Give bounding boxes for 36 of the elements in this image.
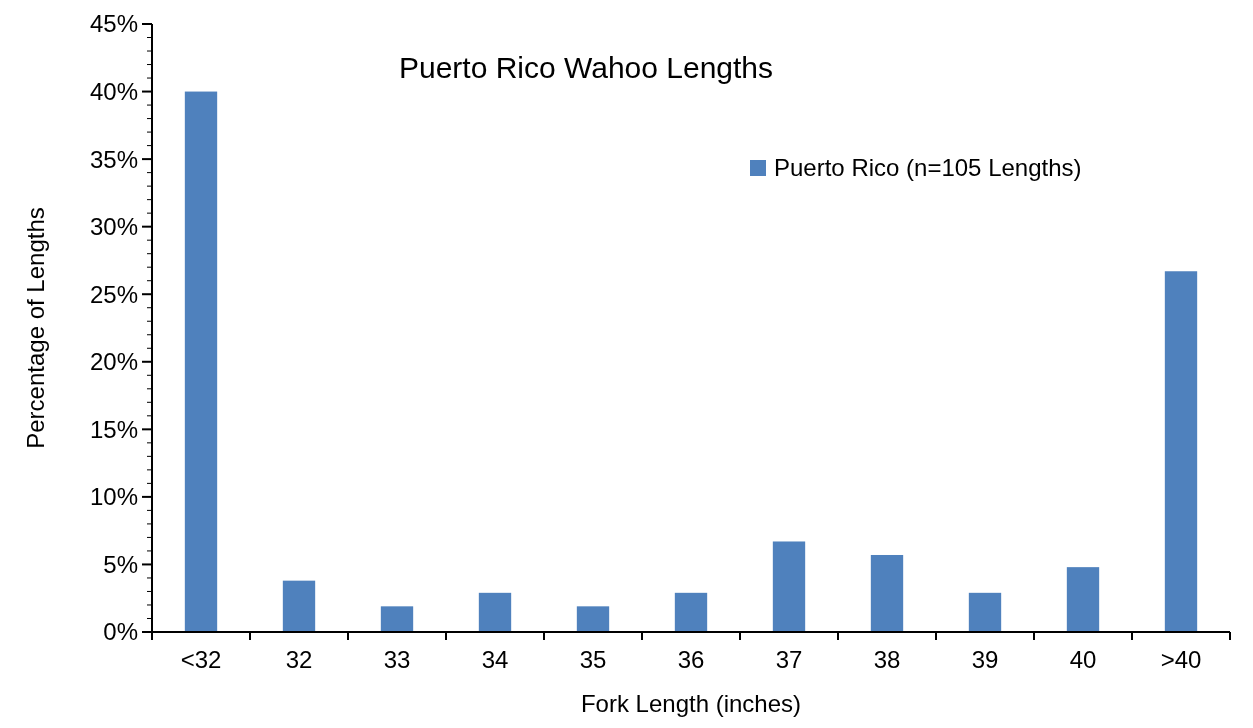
y-tick-label: 10% [89,483,138,511]
bar [674,592,708,632]
y-tick-label: 20% [89,348,138,376]
x-tick-label: 40 [1069,646,1097,673]
y-tick-label: 25% [89,280,138,308]
y-tick-label: 45% [89,10,138,38]
bar [282,580,316,632]
x-axis-title: Fork Length (inches) [580,690,802,717]
bar [968,592,1002,632]
bar [184,91,218,632]
y-tick-label: 35% [89,145,138,173]
y-tick-label: 30% [89,213,138,241]
bar [478,592,512,632]
x-tick-label: 37 [775,646,803,673]
y-tick-label: 5% [103,550,138,578]
bar [1066,567,1100,632]
x-tick-label: 34 [481,646,509,673]
bar [576,606,610,632]
y-tick-label: 40% [89,77,138,105]
y-tick-label: 15% [89,415,138,443]
text: Puerto Rico Wahoo Lengths [398,51,774,84]
legend-label: Puerto Rico (n=105 Lengths) [774,154,1082,182]
x-tick-label: <32 [180,646,222,673]
x-tick-label: 32 [285,646,313,673]
x-tick-label: 35 [579,646,607,673]
bar [380,606,414,632]
y-tick-label: 0% [103,618,138,646]
x-tick-label: 39 [971,646,999,673]
x-tick-label: >40 [1160,646,1202,673]
y-axis-title: Percentage of Lengths [22,207,49,449]
x-tick-label: 33 [383,646,411,673]
bar [870,554,904,632]
x-tick-label: 38 [873,646,901,673]
x-tick-label: 36 [677,646,705,673]
bar [772,541,806,632]
bar [1164,271,1198,632]
